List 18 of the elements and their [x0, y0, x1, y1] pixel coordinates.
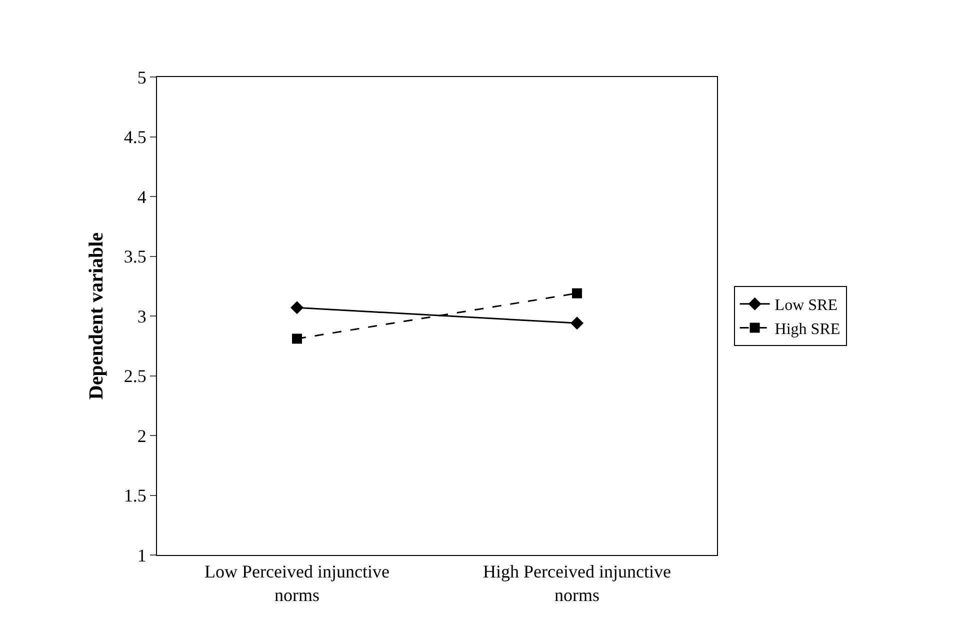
y-tick-label: 4	[137, 186, 146, 207]
y-tick-label: 3	[137, 306, 146, 326]
y-tick-label: 3.5	[124, 246, 146, 267]
point	[572, 288, 582, 298]
y-axis-title: Dependent variable	[85, 232, 108, 400]
point	[570, 316, 584, 330]
y-tick-label: 1.5	[124, 486, 146, 506]
y-tick-label: 4.5	[124, 127, 146, 148]
y-tick-label: 2	[137, 426, 146, 446]
x-tick-label: High Perceived injunctive norms	[483, 562, 671, 605]
y-tick-label: 5	[137, 67, 146, 88]
legend-label: Low SRE	[774, 297, 838, 314]
point	[290, 301, 304, 314]
y-tick-label: 2.5	[124, 366, 146, 386]
y-tick-label: 1	[137, 545, 146, 566]
x-tick-label: Low Perceived injunctive norms	[204, 562, 390, 605]
point	[292, 334, 302, 344]
legend-label: High SRE	[774, 320, 840, 338]
